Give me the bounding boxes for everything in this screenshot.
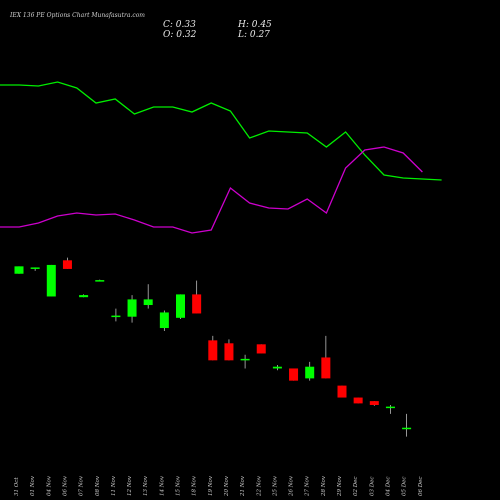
candle-body bbox=[46, 264, 56, 297]
candle-body bbox=[79, 295, 89, 298]
x-tick-label: 18 Nov bbox=[192, 475, 198, 496]
candle-body bbox=[14, 266, 24, 274]
candle-body bbox=[143, 299, 153, 306]
candle-body bbox=[224, 343, 234, 361]
candle-body bbox=[256, 344, 266, 354]
candle-body bbox=[95, 280, 105, 282]
x-tick-label: 20 Nov bbox=[224, 475, 230, 497]
candle-body bbox=[176, 294, 185, 318]
x-tick-label: 29 Nov bbox=[337, 475, 343, 497]
candle-body bbox=[272, 366, 282, 369]
x-tick-label: 13 Nov bbox=[143, 475, 149, 496]
candle-body bbox=[192, 294, 202, 314]
candle-body bbox=[289, 368, 299, 381]
candle-body bbox=[127, 299, 137, 317]
candle-body bbox=[208, 340, 218, 361]
x-tick-label: 26 Nov bbox=[289, 475, 295, 497]
candle-body bbox=[321, 357, 331, 379]
x-tick-label: 04 Nov bbox=[46, 475, 52, 496]
candle-body bbox=[402, 427, 412, 430]
x-tick-label: 28 Nov bbox=[321, 475, 327, 497]
x-tick-label: 21 Nov bbox=[240, 475, 246, 497]
green-line bbox=[0, 81, 442, 181]
x-tick-label: 15 Nov bbox=[176, 475, 182, 496]
purple-line bbox=[0, 146, 423, 234]
ohlc-open: O: 0.32 bbox=[163, 30, 197, 40]
candle-body bbox=[305, 366, 315, 379]
ohlc-close: C: 0.33 bbox=[163, 20, 196, 30]
x-tick-label: 25 Nov bbox=[272, 475, 278, 497]
x-tick-label: 19 Nov bbox=[208, 475, 214, 496]
x-tick-label: 03 Dec bbox=[369, 477, 375, 497]
x-tick-label: 05 Dec bbox=[402, 477, 408, 497]
candle-body bbox=[62, 260, 72, 269]
x-tick-label: 01 Nov bbox=[30, 475, 36, 496]
x-tick-label: 08 Nov bbox=[95, 475, 101, 496]
ohlc-low: L: 0.27 bbox=[238, 30, 270, 40]
x-tick-label: 14 Nov bbox=[159, 475, 165, 496]
x-tick-label: 27 Nov bbox=[305, 475, 311, 497]
x-tick-label: 06 Dec bbox=[418, 477, 424, 497]
x-tick-label: 12 Nov bbox=[127, 475, 133, 496]
candle-body bbox=[159, 312, 169, 329]
x-tick-label: 22 Nov bbox=[256, 475, 262, 497]
x-tick-label: 02 Dec bbox=[353, 477, 359, 497]
x-tick-label: 11 Nov bbox=[111, 475, 117, 496]
x-tick-label: 06 Nov bbox=[62, 475, 68, 496]
candle-body bbox=[111, 315, 121, 318]
candle-body bbox=[369, 401, 379, 405]
candle-body bbox=[353, 397, 363, 404]
ohlc-high: H: 0.45 bbox=[238, 20, 272, 30]
candle-body bbox=[385, 406, 395, 409]
candle-body bbox=[240, 358, 250, 361]
candle-body bbox=[30, 267, 40, 269]
chart-title: IEX 136 PE Options Chart Munafasutra.com bbox=[10, 12, 145, 19]
x-tick-label: 04 Dec bbox=[385, 477, 391, 497]
candle-body bbox=[337, 385, 347, 398]
x-tick-label: 07 Nov bbox=[79, 475, 85, 496]
x-tick-label: 31 Oct bbox=[14, 477, 20, 496]
